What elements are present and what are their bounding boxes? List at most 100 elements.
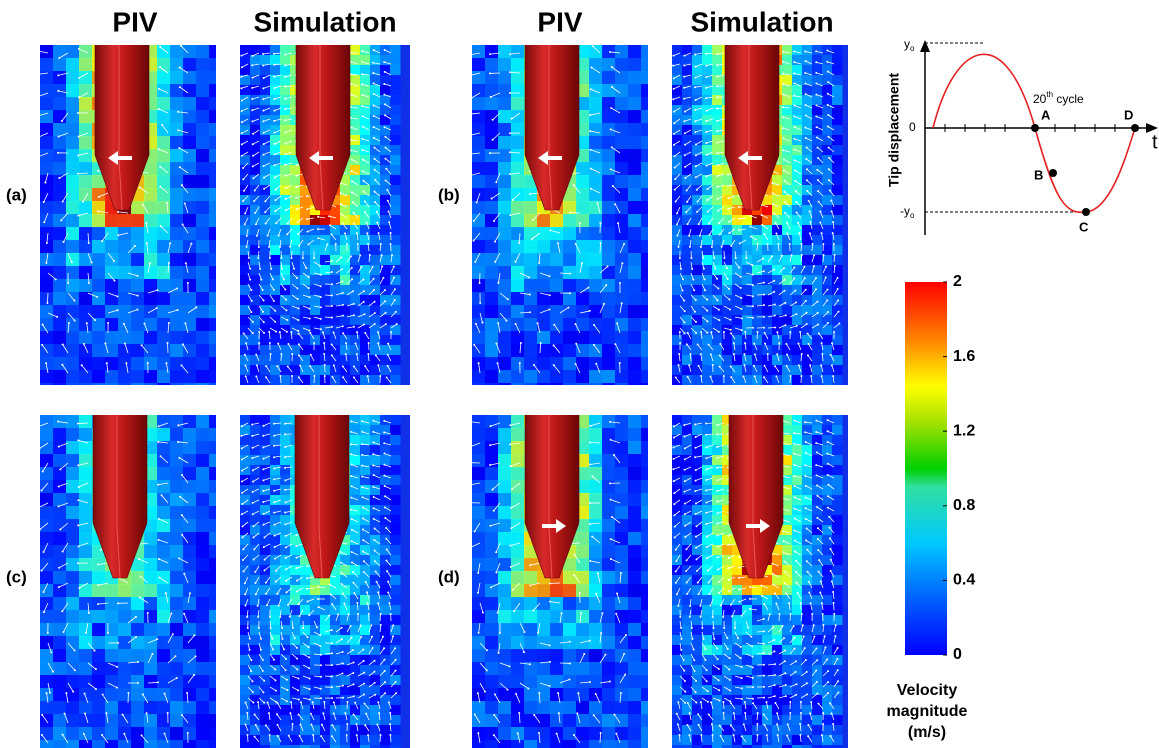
velocity-cell: [105, 279, 119, 293]
velocity-cell: [118, 318, 132, 332]
vector-head: [378, 232, 380, 234]
velocity-cell: [712, 345, 723, 356]
vector-head: [97, 603, 99, 605]
vector-head: [727, 174, 729, 176]
vector-head: [827, 71, 829, 73]
velocity-cell: [511, 123, 525, 137]
velocity-cell: [270, 445, 281, 456]
velocity-cell: [183, 428, 197, 442]
velocity-cell: [576, 240, 590, 254]
velocity-cell: [240, 185, 251, 196]
velocity-cell: [712, 55, 723, 66]
velocity-cell: [170, 532, 184, 546]
velocity-cell: [40, 506, 54, 520]
velocity-cell: [66, 331, 80, 345]
velocity-cell: [589, 292, 603, 306]
velocity-cell: [40, 610, 54, 624]
velocity-cell: [92, 636, 106, 650]
vector-head: [186, 692, 188, 694]
velocity-cell: [812, 365, 823, 376]
velocity-cell: [672, 245, 683, 256]
vector-head: [296, 277, 298, 279]
velocity-cell: [782, 355, 793, 366]
vector-head: [817, 312, 819, 314]
velocity-cell: [792, 215, 803, 226]
velocity-cell: [310, 365, 321, 376]
velocity-cell: [157, 370, 171, 384]
velocity-cell: [183, 701, 197, 715]
velocity-cell: [672, 195, 683, 206]
velocity-cell: [144, 201, 158, 215]
vector-head: [242, 200, 244, 202]
velocity-cell: [350, 225, 361, 236]
vector-head: [361, 105, 363, 107]
vector-head: [784, 201, 786, 203]
vector-head: [816, 169, 818, 171]
vector-head: [804, 72, 806, 74]
velocity-cell: [290, 265, 301, 276]
velocity-cell: [196, 493, 210, 507]
vector-head: [342, 376, 344, 378]
velocity-cell: [641, 214, 655, 228]
velocity-cell: [209, 584, 223, 598]
vector-head: [319, 265, 321, 267]
velocity-cell: [66, 240, 80, 254]
vector-head: [808, 343, 810, 345]
velocity-cell: [240, 335, 251, 346]
velocity-cell: [260, 335, 271, 346]
vector-head: [611, 66, 613, 68]
vector-head: [772, 192, 774, 194]
velocity-cell: [209, 188, 223, 202]
vector-head: [827, 93, 829, 95]
velocity-cell: [628, 110, 642, 124]
velocity-cell: [380, 425, 391, 436]
velocity-cell: [772, 245, 783, 256]
vector-head: [548, 275, 550, 277]
vector-head: [723, 331, 725, 333]
velocity-cell: [628, 383, 642, 397]
vector-head: [244, 223, 246, 225]
velocity-cell: [702, 315, 713, 326]
vector-head: [529, 311, 531, 313]
vector-head: [796, 212, 798, 214]
velocity-cell: [511, 175, 525, 189]
vector-head: [264, 200, 266, 202]
vector-head: [116, 295, 118, 297]
vector-head: [675, 376, 677, 378]
vector-head: [723, 375, 725, 377]
vector-head: [678, 364, 680, 366]
velocity-cell: [118, 279, 132, 293]
velocity-cell: [53, 45, 67, 59]
vector-head: [757, 243, 759, 245]
velocity-cell: [270, 355, 281, 366]
velocity-cell: [472, 110, 486, 124]
vector-head: [306, 208, 308, 210]
velocity-cell: [752, 375, 763, 386]
velocity-cell: [682, 135, 693, 146]
vector-head: [751, 264, 753, 266]
vector-head: [363, 313, 365, 315]
velocity-cell: [40, 545, 54, 559]
velocity-cell: [260, 465, 271, 476]
vector-head: [719, 366, 721, 368]
vector-head: [252, 133, 254, 135]
velocity-cell: [792, 185, 803, 196]
velocity-cell: [53, 227, 67, 241]
velocity-cell: [370, 185, 381, 196]
vector-head: [285, 309, 287, 311]
vector-head: [719, 234, 721, 236]
vector-head: [88, 282, 90, 284]
velocity-cell: [183, 188, 197, 202]
velocity-cell: [772, 305, 783, 316]
vector-head: [614, 203, 616, 205]
velocity-cell: [485, 97, 499, 111]
velocity-cell: [183, 688, 197, 702]
vector-head: [384, 103, 386, 105]
vector-head: [366, 221, 368, 223]
velocity-cell: [380, 435, 391, 446]
vector-head: [83, 343, 85, 345]
vector-head: [373, 49, 375, 51]
velocity-cell: [641, 149, 655, 163]
velocity-cell: [742, 255, 753, 266]
vector-head: [782, 73, 784, 75]
